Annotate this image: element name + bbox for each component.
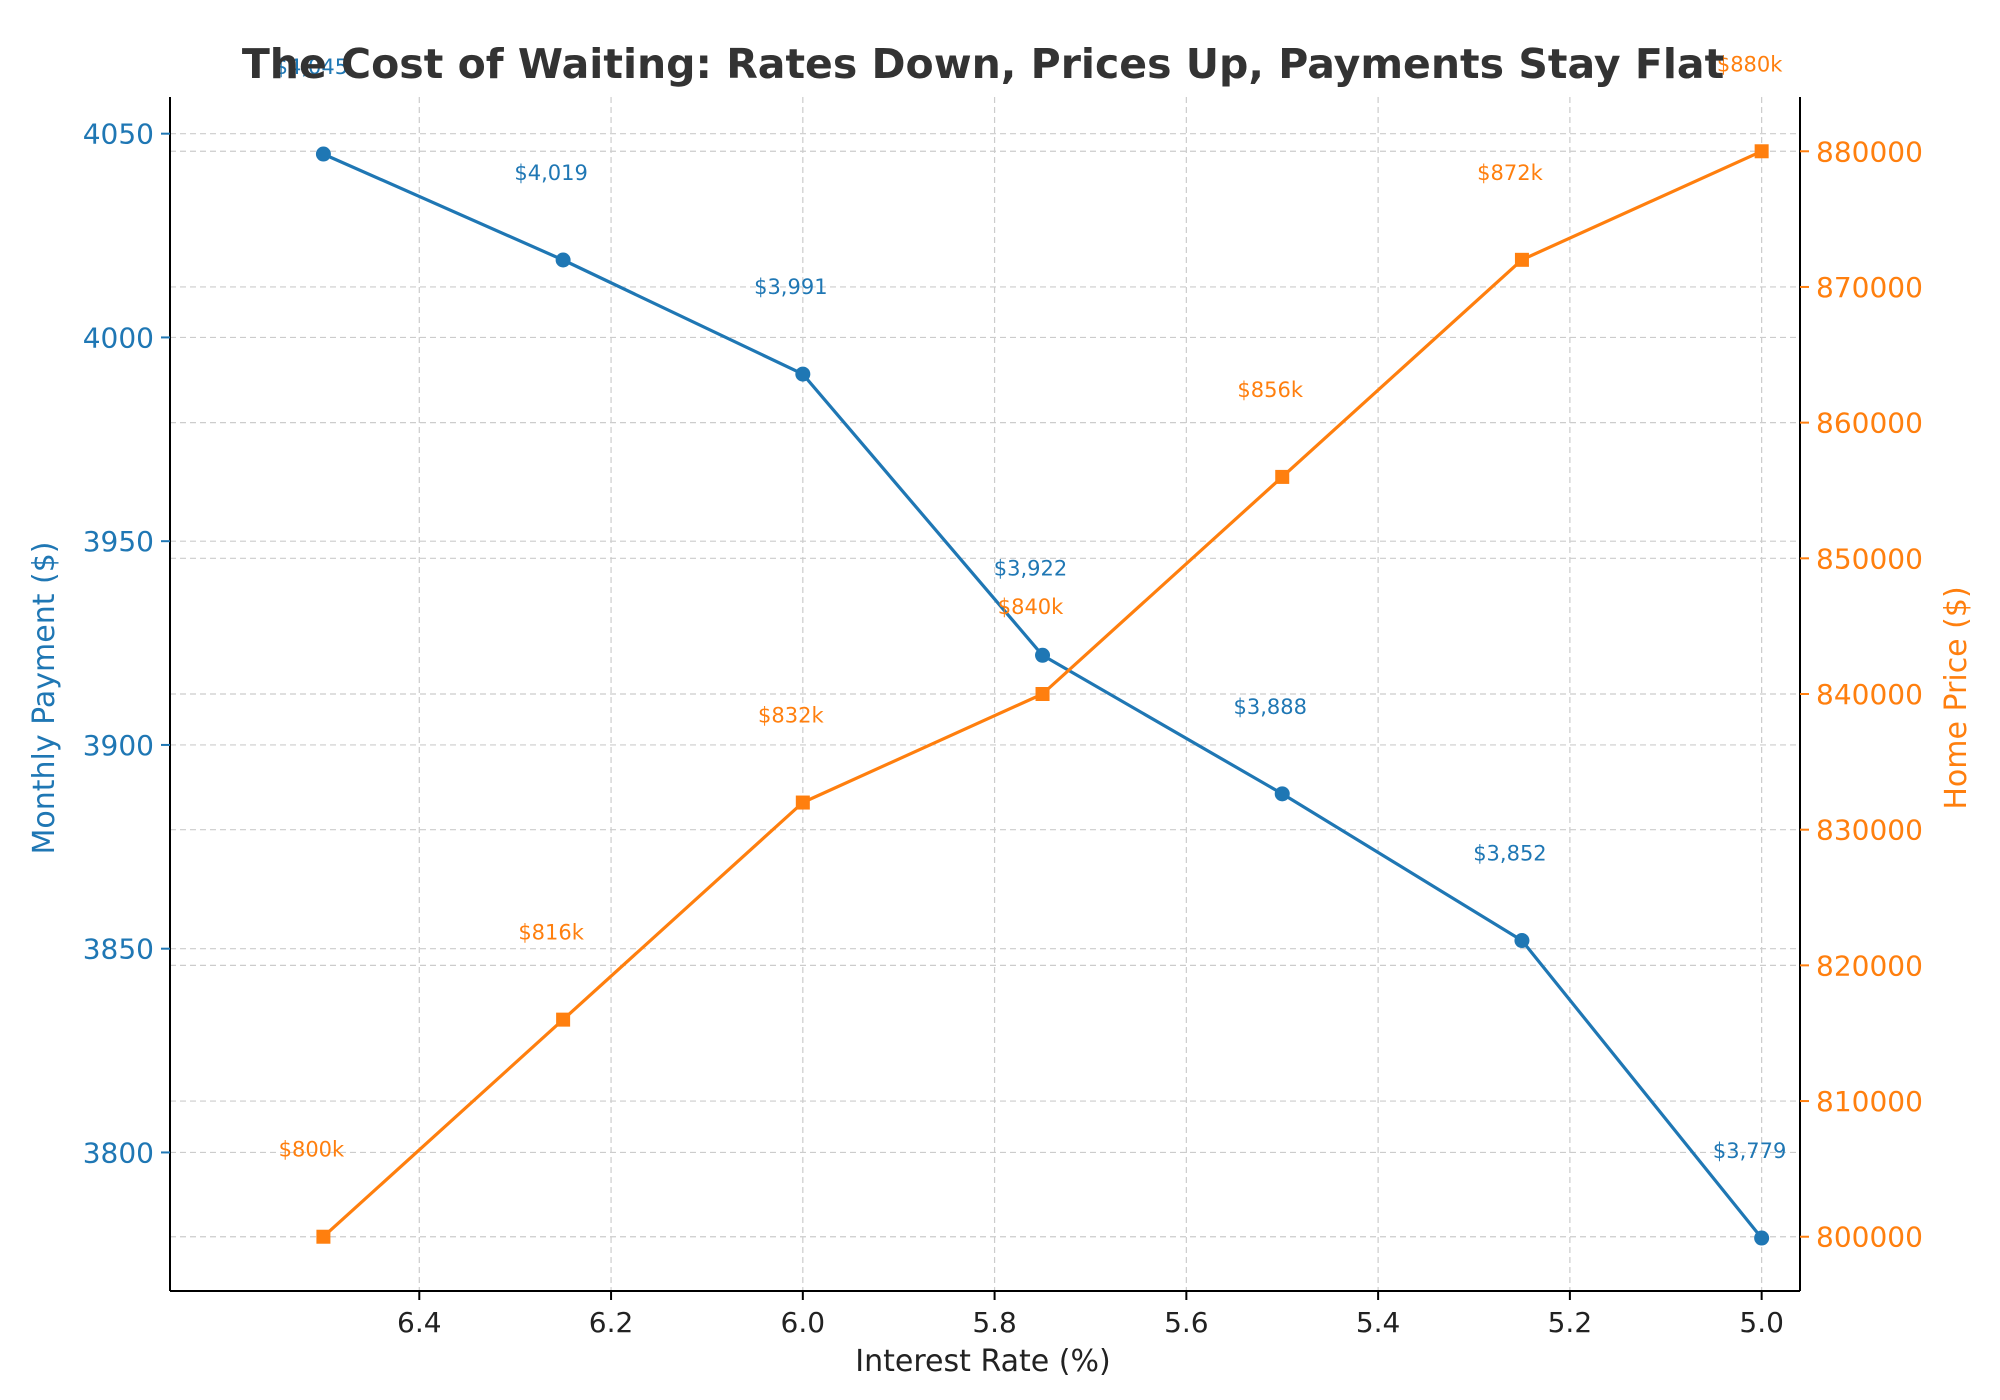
y-tick-label-left: 3800 [83, 1136, 154, 1169]
x-axis-label: Interest Rate (%) [855, 1344, 1110, 1379]
y-tick-label-right: 800000 [1816, 1221, 1923, 1254]
y-tick-label-right: 840000 [1816, 678, 1923, 711]
y-tick-label-right: 850000 [1816, 542, 1923, 575]
payment-data-label: $3,888 [1233, 695, 1306, 719]
price-marker [1275, 469, 1290, 484]
x-tick-label: 5.0 [1739, 1306, 1784, 1339]
price-data-label: $816k [518, 921, 584, 945]
payment-marker [795, 366, 811, 382]
axes: 6.4 6.2 6.0 5.8 5.6 5.4 5.2 5.0 3800 3850 3900 3950… [83, 97, 1923, 1339]
payment-data-label: $3,991 [754, 275, 827, 299]
price-data-label: $840k [998, 595, 1064, 619]
payment-marker [1514, 933, 1530, 949]
y-tick-label-right: 880000 [1816, 135, 1923, 168]
x-tick-label: 5.8 [972, 1306, 1017, 1339]
price-data-label: $880k [1717, 52, 1783, 76]
grid [170, 97, 1800, 1291]
y-tick-label-right: 860000 [1816, 407, 1923, 440]
price-marker [1754, 144, 1769, 159]
y-tick-label-right: 870000 [1816, 271, 1923, 304]
payment-data-label: $3,852 [1473, 842, 1546, 866]
y-tick-label-left: 4000 [83, 321, 154, 354]
y-tick-label-right: 810000 [1816, 1085, 1923, 1118]
y-tick-label-right: 820000 [1816, 949, 1923, 982]
price-data-label: $800k [279, 1138, 345, 1162]
x-tick-label: 6.4 [397, 1306, 442, 1339]
price-data-label: $856k [1237, 378, 1303, 402]
price-data-label: $872k [1477, 161, 1543, 185]
price-marker [795, 795, 810, 810]
price-marker [556, 1012, 571, 1027]
x-tick-label: 6.0 [781, 1306, 826, 1339]
payment-marker [555, 252, 571, 268]
chart-title: The Cost of Waiting: Rates Down, Prices … [242, 40, 1724, 88]
price-marker [1035, 687, 1050, 701]
payment-marker [1754, 1230, 1770, 1246]
payment-data-label: $3,779 [1713, 1139, 1786, 1163]
y-tick-label-right: 830000 [1816, 814, 1923, 847]
payment-marker [315, 146, 331, 162]
series [315, 144, 1770, 1246]
payment-data-label: $4,045 [275, 55, 348, 79]
x-tick-label: 5.6 [1164, 1306, 1209, 1339]
data-labels: $4,045 $4,019 $3,991 $3,922 $3,888 $3,852 $3,7… [275, 52, 1787, 1163]
y-tick-label-left: 3850 [83, 933, 154, 966]
y-axis-label-right: Home Price ($) [1939, 586, 1974, 809]
y-tick-label-left: 3950 [83, 525, 154, 558]
y-tick-label-left: 4050 [83, 118, 154, 151]
payment-marker [1274, 786, 1290, 802]
x-tick-label: 6.2 [589, 1306, 634, 1339]
price-marker [316, 1229, 331, 1244]
x-tick-label: 5.2 [1548, 1306, 1593, 1339]
payment-data-label: $4,019 [514, 161, 587, 185]
payment-data-label: $3,922 [994, 556, 1067, 580]
price-marker [1514, 252, 1529, 267]
price-data-label: $832k [758, 704, 824, 728]
y-tick-label-left: 3900 [83, 729, 154, 762]
x-tick-label: 5.4 [1356, 1306, 1401, 1339]
payment-marker [1035, 647, 1051, 663]
y-axis-label-left: Monthly Payment ($) [27, 541, 62, 854]
